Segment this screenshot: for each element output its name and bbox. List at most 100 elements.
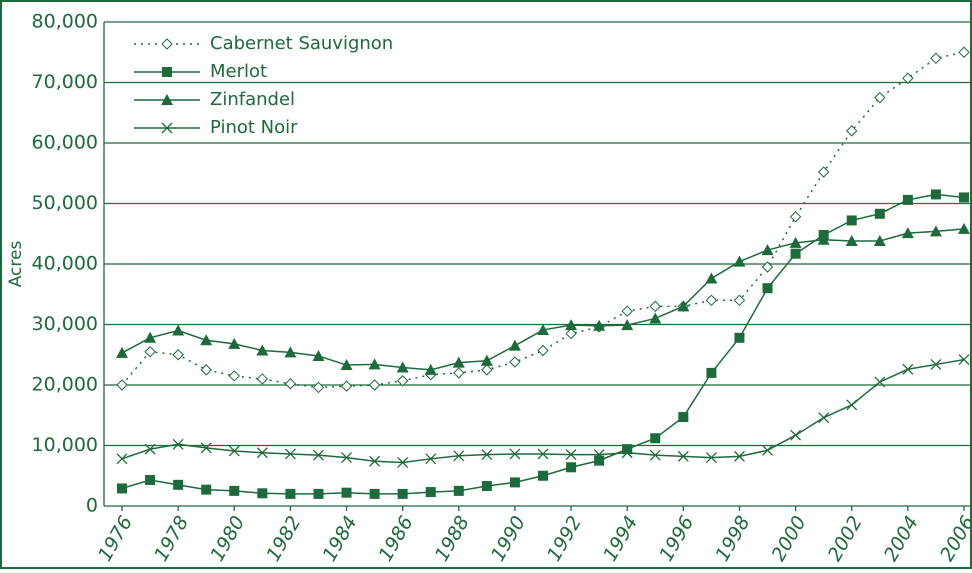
marker [873,235,886,247]
marker [874,91,886,104]
legend-marker [162,67,172,77]
y-tick-label: 0 [86,495,98,517]
marker [733,255,746,267]
marker [958,222,970,234]
marker [762,444,773,456]
marker [537,323,549,335]
marker [200,442,212,454]
y-tick-label: 40,000 [32,253,98,275]
marker [228,370,240,382]
legend-label: Zinfandel [210,89,295,110]
marker [453,367,465,379]
marker [790,429,802,441]
marker [761,261,774,273]
marker [902,363,914,375]
marker [565,319,578,331]
marker [200,364,212,376]
marker [677,300,690,312]
marker [480,354,493,366]
marker [452,356,465,368]
y-tick-label: 80,000 [32,11,98,33]
marker [172,438,184,450]
marker [369,455,381,467]
marker [116,379,128,391]
legend-label: Merlot [210,61,267,82]
marker [649,449,661,461]
marker [285,488,296,499]
marker [874,376,886,388]
marker [761,244,774,256]
marker [509,477,520,488]
y-tick-label: 20,000 [32,374,98,396]
marker [144,346,156,358]
marker [284,378,297,390]
marker [313,488,324,499]
marker [706,367,717,378]
marker [396,375,409,387]
marker [256,447,268,459]
marker [817,233,830,245]
marker [733,294,746,307]
marker [256,344,269,356]
marker [593,319,606,331]
marker [902,194,913,205]
marker [341,452,352,464]
marker [257,488,268,499]
marker [144,443,156,455]
marker [734,332,745,343]
marker [845,235,858,247]
marker [200,334,213,346]
marker [228,445,240,457]
marker [565,449,577,461]
marker [565,327,577,340]
marker [930,52,942,65]
legend-label: Pinot Noir [210,117,298,138]
marker [397,488,408,499]
y-tick-label: 10,000 [32,434,98,456]
marker [705,294,718,307]
marker [649,312,662,324]
marker [734,450,745,462]
marker [846,215,857,226]
marker [117,483,127,494]
marker [594,455,605,466]
marker [116,453,128,465]
marker [705,272,718,284]
marker [284,448,296,460]
marker [621,305,633,317]
marker [790,248,801,259]
marker [144,331,157,343]
legend-label: Cabernet Sauvignon [210,33,393,54]
marker [229,485,240,496]
marker [145,474,156,485]
marker [172,324,185,336]
marker [929,225,942,237]
marker [368,379,381,391]
y-tick-label: 60,000 [32,132,98,154]
marker [705,452,717,464]
marker [930,189,941,200]
y-tick-label: 70,000 [32,71,98,93]
marker [312,349,325,361]
marker [959,192,969,203]
marker [369,488,380,499]
marker [396,361,409,373]
marker [425,453,437,465]
marker [481,449,493,461]
marker [173,479,184,490]
marker [874,208,885,219]
y-axis-label: Acres [6,241,26,288]
marker [621,447,633,459]
legend-marker [161,122,173,134]
marker [818,412,830,424]
marker [650,433,661,444]
marker [958,46,970,58]
marker [508,339,521,351]
marker [313,449,324,461]
marker [228,337,241,349]
marker [509,448,521,460]
marker [622,444,633,455]
y-tick-label: 50,000 [32,192,98,214]
